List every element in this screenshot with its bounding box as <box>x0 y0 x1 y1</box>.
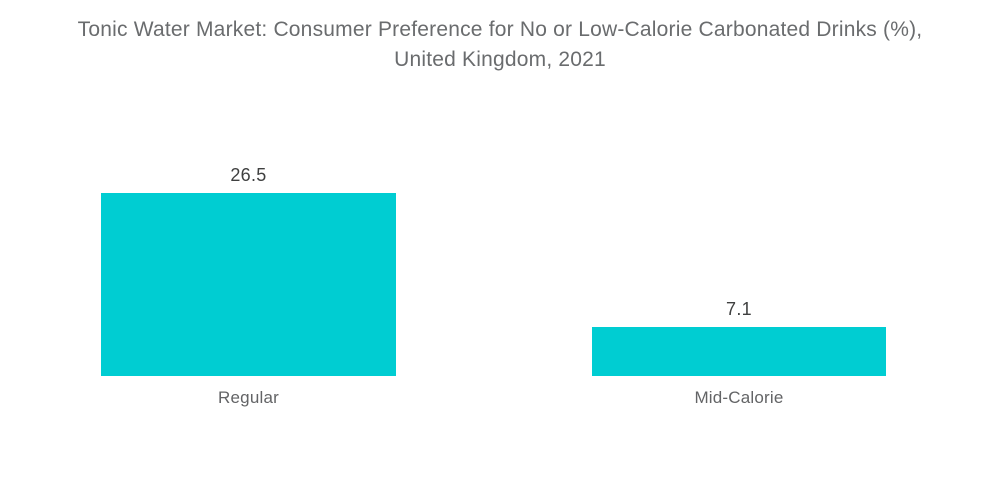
bar-mid-calorie <box>592 327 886 376</box>
bar-value-label-mid-calorie: 7.1 <box>726 299 752 319</box>
bar-regular <box>101 193 396 376</box>
bar-group-regular: 26.5 <box>101 165 396 376</box>
chart-title-line-2: United Kingdom, 2021 <box>394 48 606 71</box>
bar-value-label-regular: 26.5 <box>230 165 267 185</box>
category-label-mid-calorie: Mid-Calorie <box>694 388 784 407</box>
category-label-regular: Regular <box>218 388 279 407</box>
chart-title: Tonic Water Market: Consumer Preference … <box>0 15 1000 75</box>
chart-title-line-1: Tonic Water Market: Consumer Preference … <box>77 18 923 41</box>
bar-group-mid-calorie: 7.1 <box>592 299 886 376</box>
